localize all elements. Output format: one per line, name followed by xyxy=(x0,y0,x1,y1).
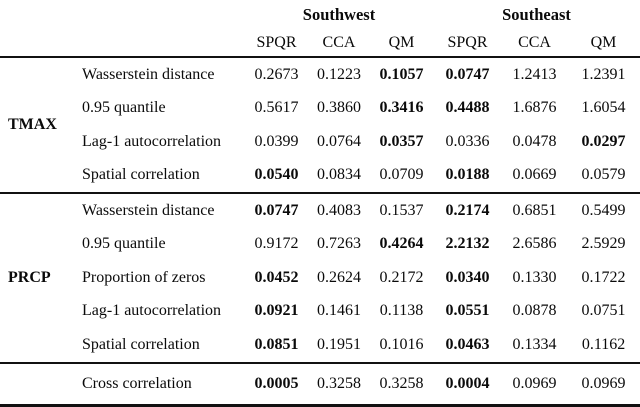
value-cell: 0.2673 xyxy=(254,65,299,83)
value-cell: 0.3860 xyxy=(317,99,361,117)
value-cell: 0.0921 xyxy=(254,302,299,320)
value-cell: 1.6054 xyxy=(581,99,626,117)
value-cell: 0.3258 xyxy=(317,374,361,392)
value-cell: 0.7263 xyxy=(317,235,361,253)
value-cell: 0.0336 xyxy=(445,132,490,150)
value-cell: 0.0851 xyxy=(254,335,299,353)
metric-label: 0.95 quantile xyxy=(82,235,166,253)
value-cell: 0.3258 xyxy=(379,374,424,392)
value-cell: 0.4488 xyxy=(445,99,490,117)
value-cell: 1.6876 xyxy=(512,99,557,117)
table-row: 0.95 quantile 0.5617 0.3860 0.3416 0.448… xyxy=(0,92,640,126)
region-header-row: Southwest Southeast xyxy=(0,0,640,29)
table-row: TMAX Wasserstein distance 0.2673 0.1223 … xyxy=(0,57,640,133)
value-cell: 0.0709 xyxy=(379,166,424,184)
value-cell: 0.0463 xyxy=(445,335,490,353)
metric-label: Proportion of zeros xyxy=(82,268,206,286)
value-cell: 0.4083 xyxy=(317,201,361,219)
value-cell: 0.0669 xyxy=(512,166,557,184)
value-cell: 0.1537 xyxy=(379,201,424,219)
value-cell: 0.9172 xyxy=(254,235,299,253)
value-cell: 0.6851 xyxy=(512,201,557,219)
value-cell: 2.2132 xyxy=(445,235,490,253)
table-row: Cross correlation 0.0005 0.3258 0.3258 0… xyxy=(0,363,640,406)
group-tmax: TMAX Wasserstein distance 0.2673 0.1223 … xyxy=(0,57,640,193)
metric-label: Spatial correlation xyxy=(82,166,200,184)
value-cell: 0.5499 xyxy=(581,201,626,219)
group-label-prcp: PRCP xyxy=(8,268,51,286)
value-cell: 0.1057 xyxy=(379,65,424,83)
table-row: Lag-1 autocorrelation 0.0921 0.1461 0.11… xyxy=(0,295,640,329)
table-row: Spatial correlation 0.0540 0.0834 0.0709… xyxy=(0,159,640,194)
value-cell: 0.1223 xyxy=(317,65,361,83)
value-cell: 0.2624 xyxy=(317,268,361,286)
value-cell: 0.1334 xyxy=(512,335,557,353)
metric-label: 0.95 quantile xyxy=(82,99,166,117)
metric-label: Cross correlation xyxy=(82,374,192,392)
group-prcp: PRCP Wasserstein distance 0.0747 0.4083 … xyxy=(0,193,640,363)
metric-label: Wasserstein distance xyxy=(82,65,215,83)
value-cell: 0.0551 xyxy=(445,302,490,320)
value-cell: 0.0764 xyxy=(317,132,361,150)
value-cell: 0.0399 xyxy=(254,132,299,150)
method-header: QM xyxy=(590,33,617,51)
metric-label: Wasserstein distance xyxy=(82,201,215,219)
value-cell: 2.5929 xyxy=(581,235,626,253)
value-cell: 0.0452 xyxy=(254,268,299,286)
value-cell: 0.3416 xyxy=(379,99,424,117)
value-cell: 0.0540 xyxy=(254,166,299,184)
table-row: Proportion of zeros 0.0452 0.2624 0.2172… xyxy=(0,261,640,295)
table-header: Southwest Southeast SPQR CCA QM SPQR CCA… xyxy=(0,0,640,57)
metric-label: Lag-1 autocorrelation xyxy=(82,132,222,150)
value-cell: 0.2174 xyxy=(445,201,490,219)
method-header: CCA xyxy=(322,33,356,51)
value-cell: 1.2391 xyxy=(581,65,626,83)
metric-label: Spatial correlation xyxy=(82,335,200,353)
region-header-southwest: Southwest xyxy=(302,4,376,24)
table-row: Lag-1 autocorrelation 0.0399 0.0764 0.03… xyxy=(0,125,640,159)
method-header-row: SPQR CCA QM SPQR CCA QM xyxy=(0,29,640,57)
table-row: 0.95 quantile 0.9172 0.7263 0.4264 2.213… xyxy=(0,228,640,262)
value-cell: 0.1330 xyxy=(512,268,557,286)
value-cell: 0.0297 xyxy=(581,132,626,150)
value-cell: 0.0969 xyxy=(512,374,557,392)
value-cell: 0.0751 xyxy=(581,302,626,320)
group-cross: Cross correlation 0.0005 0.3258 0.3258 0… xyxy=(0,363,640,406)
value-cell: 2.6586 xyxy=(512,235,557,253)
value-cell: 0.1138 xyxy=(379,302,424,320)
value-cell: 0.0357 xyxy=(379,132,424,150)
value-cell: 0.0340 xyxy=(445,268,490,286)
value-cell: 0.0747 xyxy=(445,65,490,83)
value-cell: 0.0188 xyxy=(445,166,490,184)
value-cell: 0.0747 xyxy=(254,201,299,219)
value-cell: 0.1461 xyxy=(317,302,361,320)
method-header: QM xyxy=(388,33,415,51)
value-cell: 1.2413 xyxy=(512,65,557,83)
method-header: SPQR xyxy=(447,33,488,51)
value-cell: 0.5617 xyxy=(254,99,299,117)
method-header: CCA xyxy=(518,33,551,51)
region-header-southeast: Southeast xyxy=(502,4,571,24)
metric-label: Lag-1 autocorrelation xyxy=(82,302,222,320)
method-header: SPQR xyxy=(256,33,297,51)
table-row: PRCP Wasserstein distance 0.0747 0.4083 … xyxy=(0,193,640,286)
table-row: Spatial correlation 0.0851 0.1951 0.1016… xyxy=(0,328,640,363)
value-cell: 0.0878 xyxy=(512,302,557,320)
value-cell: 0.0005 xyxy=(254,374,299,392)
value-cell: 0.0579 xyxy=(581,166,626,184)
value-cell: 0.2172 xyxy=(379,268,424,286)
value-cell: 0.1162 xyxy=(581,335,626,353)
value-cell: 0.0969 xyxy=(581,374,626,392)
value-cell: 0.0004 xyxy=(445,374,490,392)
value-cell: 0.0478 xyxy=(512,132,557,150)
value-cell: 0.1016 xyxy=(379,335,424,353)
value-cell: 0.1951 xyxy=(317,335,361,353)
group-label-tmax: TMAX xyxy=(8,116,57,133)
value-cell: 0.1722 xyxy=(581,268,626,286)
value-cell: 0.4264 xyxy=(379,235,424,253)
value-cell: 0.0834 xyxy=(317,166,361,184)
